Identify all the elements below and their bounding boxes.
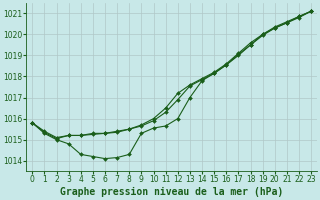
X-axis label: Graphe pression niveau de la mer (hPa): Graphe pression niveau de la mer (hPa) — [60, 187, 283, 197]
